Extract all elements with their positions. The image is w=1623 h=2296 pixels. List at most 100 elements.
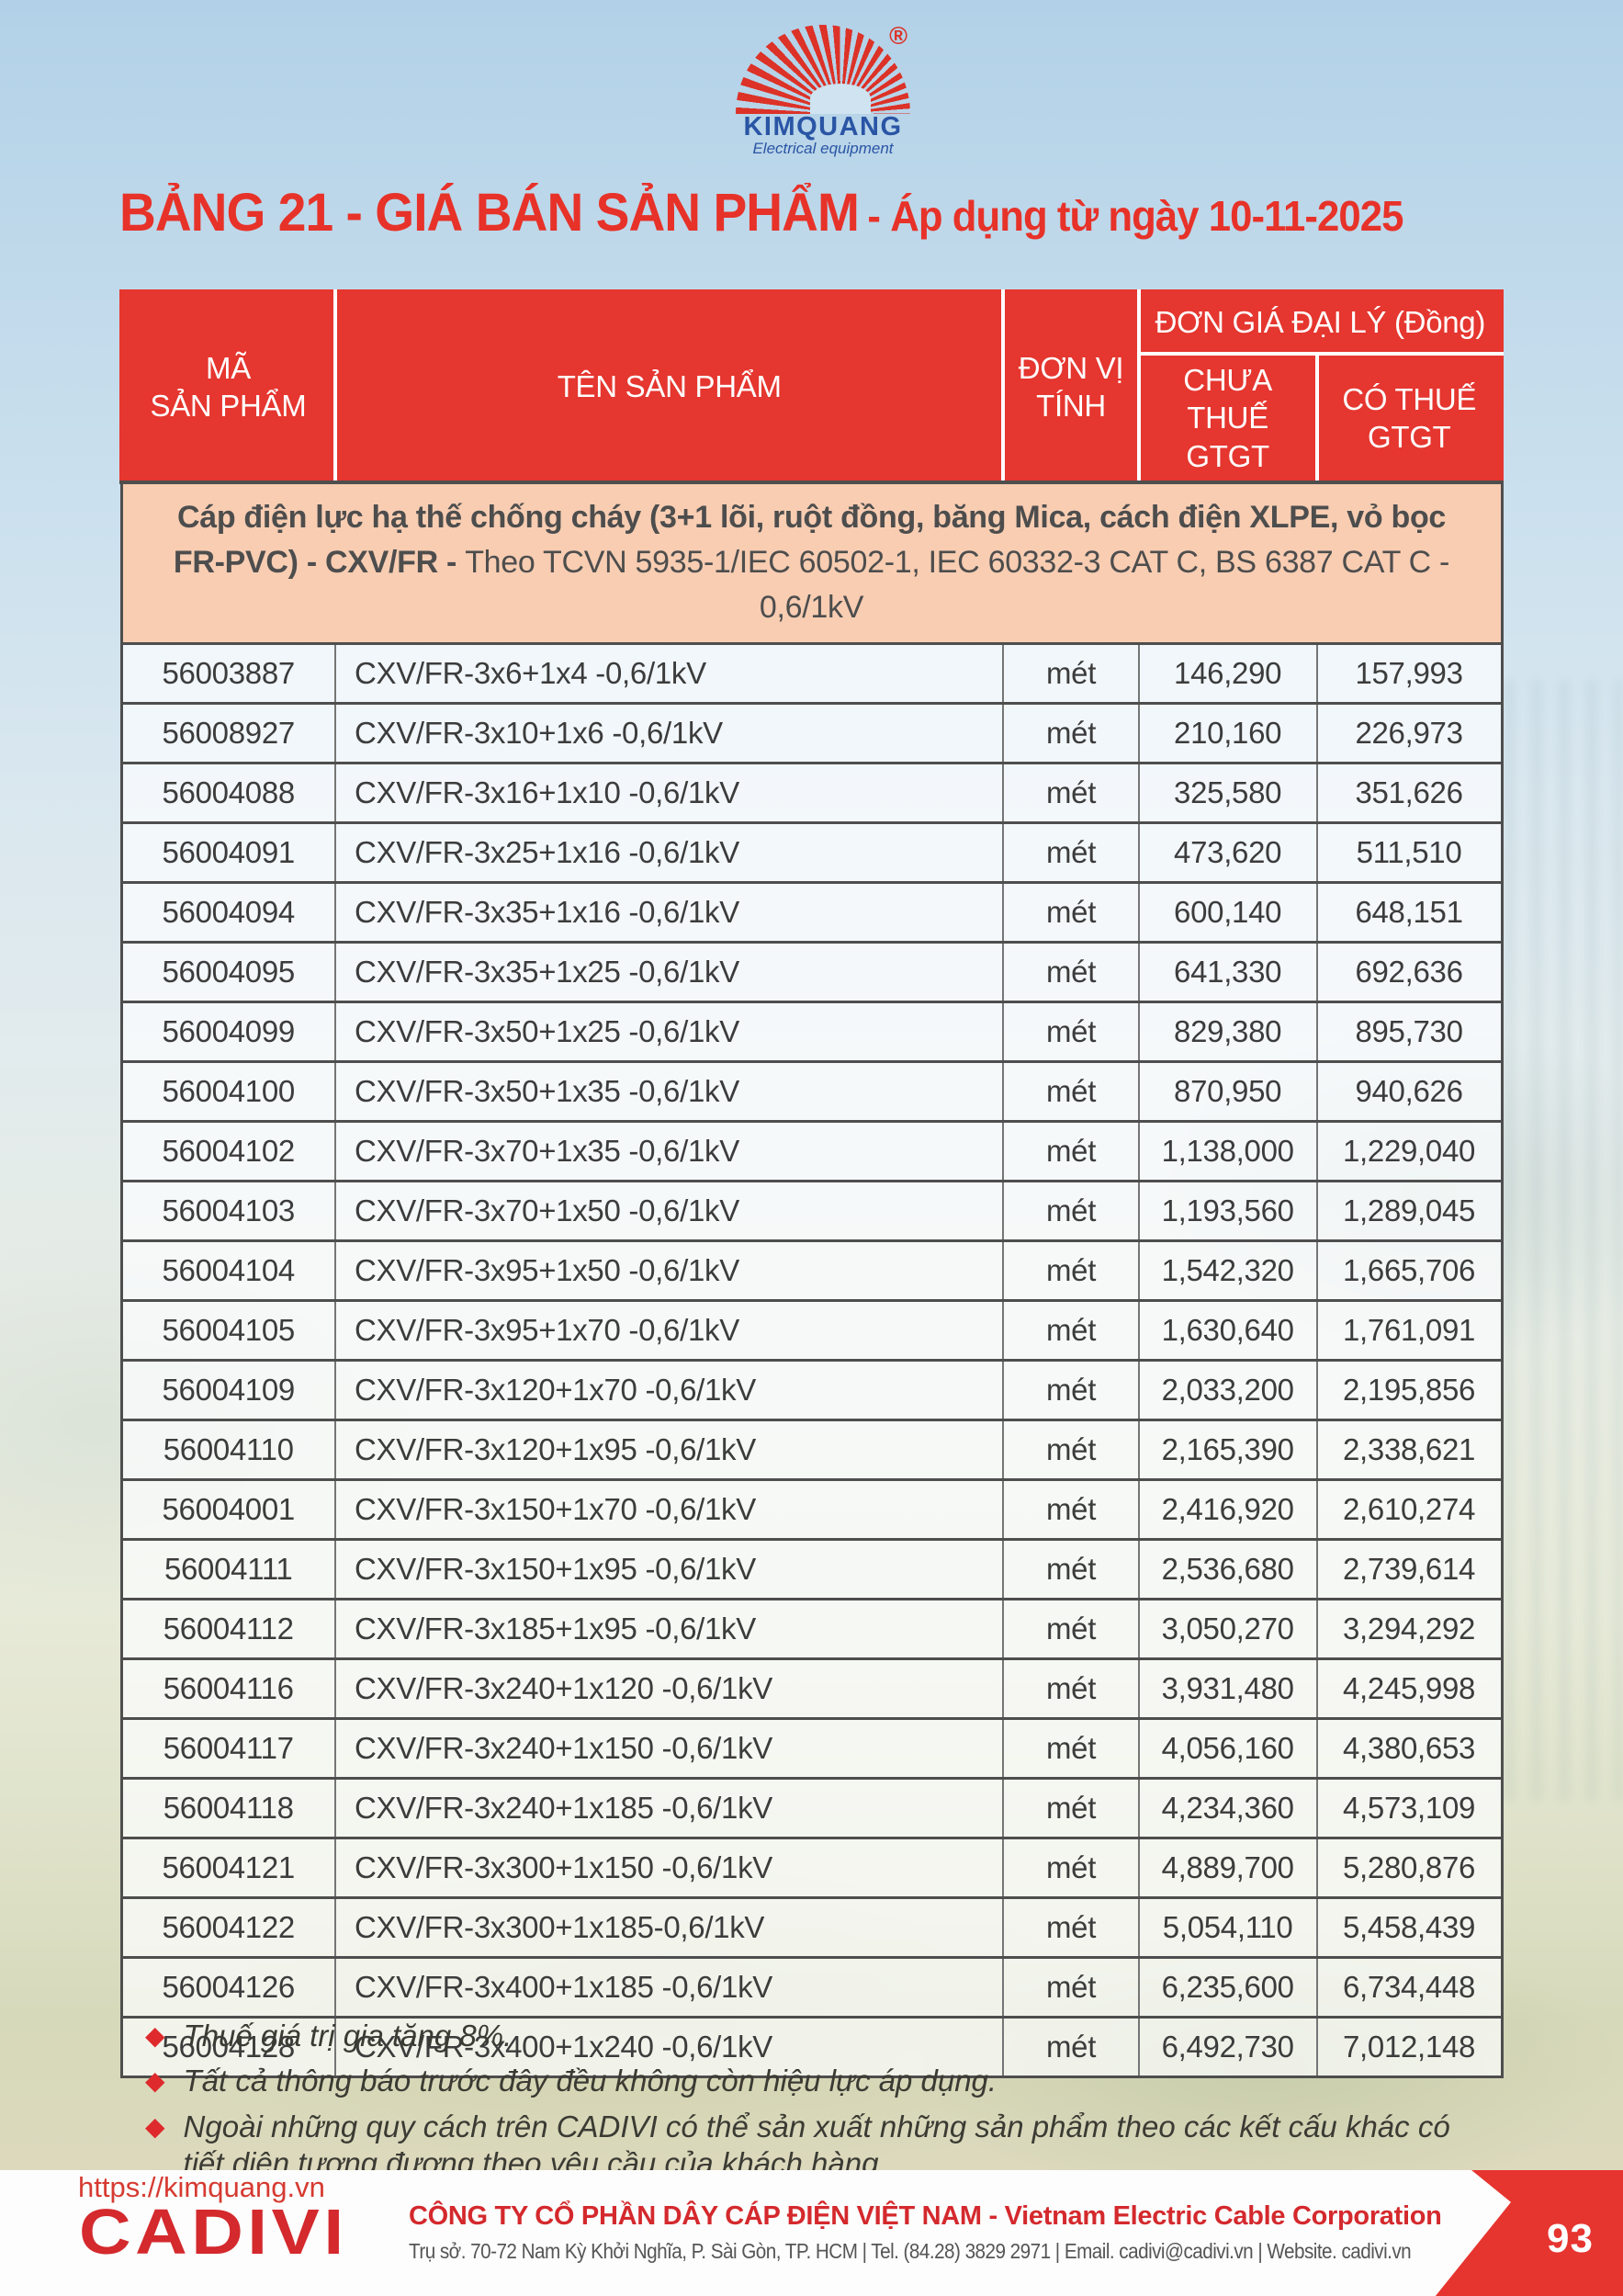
product-name: CXV/FR-3x150+1x70 -0,6/1kV [333, 1477, 1005, 1541]
unit: mét [1002, 1119, 1140, 1182]
price-inc-vat: 351,626 [1315, 761, 1504, 824]
product-code: 56004091 [119, 820, 336, 884]
product-code: 56004117 [119, 1716, 336, 1780]
price-ex-vat: 4,056,160 [1137, 1716, 1318, 1780]
table-row: 56004088 CXV/FR-3x16+1x10 -0,6/1kV mét 325,… [119, 761, 1504, 824]
product-name: CXV/FR-3x300+1x150 -0,6/1kV [333, 1836, 1005, 1899]
unit: mét [1002, 880, 1140, 944]
price-inc-vat: 3,294,292 [1315, 1597, 1504, 1660]
company-info: CÔNG TY CỔ PHẦN DÂY CÁP ĐIỆN VIỆT NAM - … [409, 2201, 1522, 2264]
col-header-price-ex-vat: CHƯA THUẾ GTGT [1136, 352, 1319, 484]
price-ex-vat: 1,138,000 [1137, 1119, 1318, 1182]
price-ex-vat: 1,193,560 [1137, 1179, 1318, 1242]
price-ex-vat: 641,330 [1137, 940, 1318, 1003]
unit: mét [1002, 1836, 1140, 1899]
diamond-bullet-icon: ◆ [145, 2021, 165, 2050]
product-name: CXV/FR-3x400+1x185 -0,6/1kV [333, 1955, 1005, 2019]
kimquang-website-link[interactable]: https://kimquang.vn [78, 2171, 325, 2203]
price-inc-vat: 2,610,274 [1315, 1477, 1504, 1541]
price-inc-vat: 1,289,045 [1315, 1179, 1504, 1242]
cadivi-logo: CADIVI [79, 2196, 348, 2268]
price-ex-vat: 3,931,480 [1137, 1657, 1318, 1720]
price-ex-vat: 6,492,730 [1137, 2015, 1318, 2078]
price-ex-vat: 3,050,270 [1137, 1597, 1318, 1660]
price-ex-vat: 5,054,110 [1137, 1895, 1318, 1959]
product-code: 56008927 [119, 701, 336, 764]
product-code: 56004103 [119, 1179, 336, 1242]
product-name: CXV/FR-3x240+1x120 -0,6/1kV [333, 1657, 1005, 1720]
product-code: 56003887 [119, 641, 336, 705]
unit: mét [1002, 1059, 1140, 1123]
unit: mét [1002, 820, 1140, 884]
product-name: CXV/FR-3x150+1x95 -0,6/1kV [333, 1537, 1005, 1600]
unit: mét [1002, 1179, 1140, 1242]
diamond-bullet-icon: ◆ [145, 2111, 165, 2141]
table-row: 56004109 CXV/FR-3x120+1x70 -0,6/1kV mét 2,0… [119, 1358, 1504, 1421]
product-code: 56004099 [119, 1000, 336, 1063]
unit: mét [1002, 701, 1140, 764]
category-standards-text: Theo TCVN 5935-1/IEC 60502-1, IEC 60332-… [465, 545, 1450, 626]
product-name: CXV/FR-3x300+1x185-0,6/1kV [333, 1895, 1005, 1959]
unit: mét [1002, 940, 1140, 1003]
price-inc-vat: 5,280,876 [1315, 1836, 1504, 1899]
table-row: 56004112 CXV/FR-3x185+1x95 -0,6/1kV mét 3,0… [119, 1597, 1504, 1660]
product-code: 56004102 [119, 1119, 336, 1182]
product-name: CXV/FR-3x120+1x95 -0,6/1kV [333, 1418, 1005, 1481]
price-inc-vat: 2,195,856 [1315, 1358, 1504, 1421]
unit: mét [1002, 1418, 1140, 1481]
price-ex-vat: 829,380 [1137, 1000, 1318, 1063]
table-row: 56004118 CXV/FR-3x240+1x185 -0,6/1kV mét 4,… [119, 1776, 1504, 1839]
table-row: 56004121 CXV/FR-3x300+1x150 -0,6/1kV mét 4,… [119, 1836, 1504, 1899]
unit: mét [1002, 1657, 1140, 1720]
price-ex-vat: 325,580 [1137, 761, 1318, 824]
price-inc-vat: 226,973 [1315, 701, 1504, 764]
unit: mét [1002, 1537, 1140, 1600]
unit: mét [1002, 1597, 1140, 1660]
product-name: CXV/FR-3x240+1x185 -0,6/1kV [333, 1776, 1005, 1839]
price-inc-vat: 1,665,706 [1315, 1238, 1504, 1302]
product-name: CXV/FR-3x35+1x25 -0,6/1kV [333, 940, 1005, 1003]
table-row: 56004091 CXV/FR-3x25+1x16 -0,6/1kV mét 473,… [119, 820, 1504, 884]
product-name: CXV/FR-3x10+1x6 -0,6/1kV [333, 701, 1005, 764]
table-row: 56004095 CXV/FR-3x35+1x25 -0,6/1kV mét 641,… [119, 940, 1504, 1003]
product-name: CXV/FR-3x50+1x25 -0,6/1kV [333, 1000, 1005, 1063]
product-code: 56004111 [119, 1537, 336, 1600]
registered-trademark-icon: ® [889, 22, 907, 50]
unit: mét [1002, 761, 1140, 824]
price-ex-vat: 2,033,200 [1137, 1358, 1318, 1421]
price-inc-vat: 648,151 [1315, 880, 1504, 944]
price-inc-vat: 4,245,998 [1315, 1657, 1504, 1720]
background-city-streaks [1504, 680, 1623, 1801]
table-row: 56004102 CXV/FR-3x70+1x35 -0,6/1kV mét 1,13… [119, 1119, 1504, 1182]
table-row: 56004111 CXV/FR-3x150+1x95 -0,6/1kV mét 2,5… [119, 1537, 1504, 1600]
unit: mét [1002, 1895, 1140, 1959]
unit: mét [1002, 1358, 1140, 1421]
price-inc-vat: 895,730 [1315, 1000, 1504, 1063]
logo-tagline: Electrical equipment [752, 140, 894, 157]
price-ex-vat: 1,542,320 [1137, 1238, 1318, 1302]
unit: mét [1002, 1298, 1140, 1362]
category-title-bold: Cáp điện lực hạ thế chống cháy (3+1 lõi,… [173, 499, 1447, 581]
product-code: 56004116 [119, 1657, 336, 1720]
price-inc-vat: 2,338,621 [1315, 1418, 1504, 1481]
unit: mét [1002, 641, 1140, 705]
product-name: CXV/FR-3x6+1x4 -0,6/1kV [333, 641, 1005, 705]
unit: mét [1002, 1238, 1140, 1302]
product-code: 56004109 [119, 1358, 336, 1421]
kimquang-logo: ® KIMQUANG Electrical equipment [715, 9, 931, 158]
category-header: Cáp điện lực hạ thế chống cháy (3+1 lõi,… [119, 481, 1504, 645]
price-ex-vat: 4,889,700 [1137, 1836, 1318, 1899]
table-row: 56004104 CXV/FR-3x95+1x50 -0,6/1kV mét 1,54… [119, 1238, 1504, 1302]
product-name: CXV/FR-3x16+1x10 -0,6/1kV [333, 761, 1005, 824]
col-header-product-name: TÊN SẢN PHẨM [332, 289, 1006, 484]
diamond-bullet-icon: ◆ [145, 2066, 165, 2096]
product-name: CXV/FR-3x70+1x35 -0,6/1kV [333, 1119, 1005, 1182]
col-header-product-code: MÃ SẢN PHẨM [119, 289, 337, 484]
col-header-dealer-price-group: ĐƠN GIÁ ĐẠI LÝ (Đồng) [1136, 289, 1505, 356]
price-ex-vat: 210,160 [1137, 701, 1318, 764]
product-name: CXV/FR-3x25+1x16 -0,6/1kV [333, 820, 1005, 884]
price-inc-vat: 4,380,653 [1315, 1716, 1504, 1780]
notes-list: ◆ Thuế giá trị gia tăng 8%. ◆ Tất cả thông … [145, 2018, 1486, 2190]
price-ex-vat: 473,620 [1137, 820, 1318, 884]
table-row: 56004099 CXV/FR-3x50+1x25 -0,6/1kV mét 829,… [119, 1000, 1504, 1063]
